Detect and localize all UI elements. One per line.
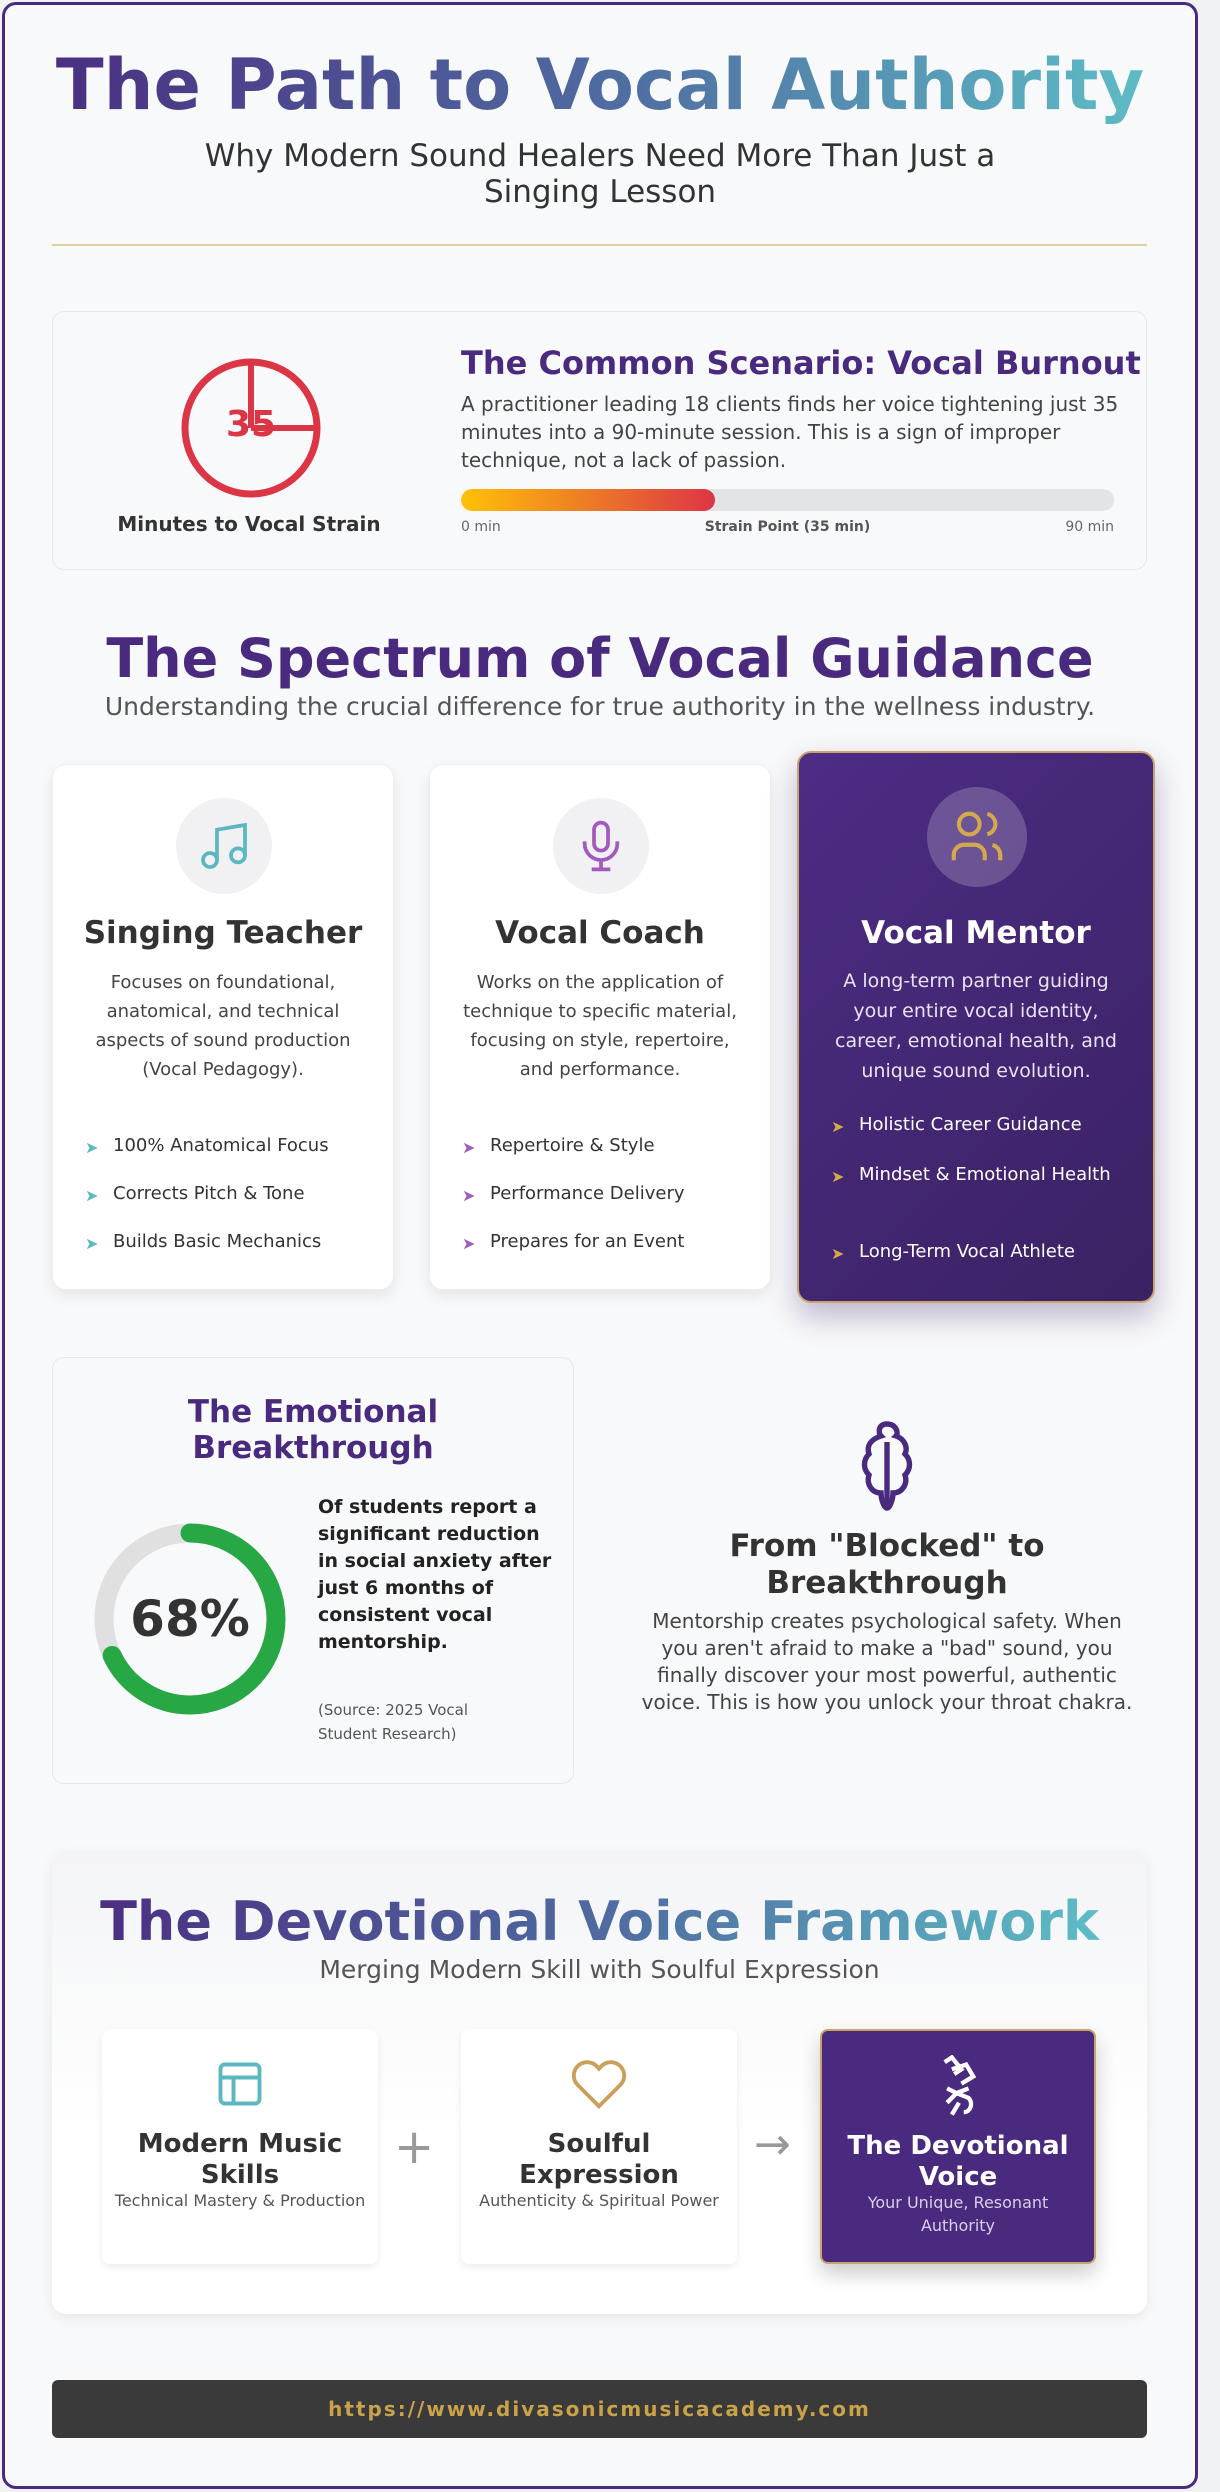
layout-icon	[218, 2062, 262, 2106]
card-vocal-coach: Vocal Coach Works on the application of …	[429, 764, 771, 1290]
divider	[52, 244, 1147, 246]
chevron-icon: ➤	[462, 1186, 476, 1205]
page-subtitle: Why Modern Sound Healers Need More Than …	[204, 138, 996, 210]
list-item: ➤ Repertoire & Style	[462, 1131, 750, 1161]
framework-title: The Devotional Voice Framework	[52, 1887, 1147, 1957]
donut-arc	[94, 1523, 286, 1715]
chevron-icon: ➤	[462, 1138, 476, 1157]
clock-label: Minutes to Vocal Strain	[117, 512, 381, 536]
box-title: The Devotional Voice	[847, 2131, 1069, 2192]
chevron-icon: ➤	[831, 1167, 845, 1186]
emotional-card: The Emotional Breakthrough 68% Of studen…	[52, 1357, 574, 1784]
box-title: Modern Music Skills	[137, 2129, 343, 2190]
arrow-right-icon: →	[754, 2119, 791, 2170]
percent-donut	[94, 1523, 286, 1715]
card-desc: Focuses on foundational, anatomical, and…	[95, 972, 351, 1080]
list-item: ➤ Performance Delivery	[462, 1179, 750, 1209]
card-title: Singing Teacher	[83, 915, 363, 951]
microphone-icon	[553, 798, 649, 894]
chevron-icon: ➤	[831, 1117, 845, 1136]
list-item: ➤ Corrects Pitch & Tone	[85, 1179, 373, 1209]
chevron-icon: ➤	[85, 1186, 99, 1205]
list-item: ➤ Builds Basic Mechanics	[85, 1227, 373, 1257]
emotional-title: The Emotional Breakthrough	[187, 1394, 439, 1466]
scenario-text: A practitioner leading 18 clients finds …	[461, 392, 1119, 472]
bar-end-label: 90 min	[1065, 519, 1114, 535]
breakthrough-text: Mentorship creates psychological safety.…	[641, 1609, 1133, 1714]
card-title: Vocal Coach	[495, 915, 705, 951]
heart-icon	[571, 2060, 627, 2109]
card-title: Vocal Mentor	[861, 915, 1091, 951]
bar-mid-label: Strain Point (35 min)	[704, 519, 871, 535]
scenario-title: The Common Scenario: Vocal Burnout	[461, 344, 1141, 382]
music-note-icon	[176, 798, 272, 894]
box-sub: Technical Mastery & Production	[114, 2191, 366, 2210]
hands-icon	[943, 2055, 977, 2116]
card-singing-teacher: Singing Teacher Focuses on foundational,…	[52, 764, 394, 1290]
percent-value: 68%	[130, 1590, 250, 1648]
box-sub: Your Unique, Resonant Authority	[867, 2193, 1049, 2235]
source-note: (Source: 2025 Vocal Student Research)	[318, 1701, 469, 1743]
bar-start-label: 0 min	[461, 519, 501, 535]
list-item: ➤ Prepares for an Event	[462, 1227, 750, 1257]
spectrum-title: The Spectrum of Vocal Guidance	[106, 627, 1094, 690]
page-title: The Path to Vocal Authority	[0, 40, 1200, 130]
card-vocal-mentor: Vocal Mentor A long-term partner guiding…	[797, 751, 1155, 1303]
burnout-card: 35 Minutes to Vocal Strain The Common Sc…	[52, 311, 1147, 570]
chevron-icon: ➤	[831, 1244, 845, 1263]
framework-box-soulful: Soulful Expression Authenticity & Spirit…	[461, 2029, 737, 2264]
breakthrough-title: From "Blocked" to Breakthrough	[729, 1528, 1045, 1601]
chevron-icon: ➤	[462, 1234, 476, 1253]
emotional-text: Of students report a significant reducti…	[318, 1496, 552, 1653]
framework-box-modern-skills: Modern Music Skills Technical Mastery & …	[102, 2029, 378, 2264]
chevron-icon: ➤	[85, 1234, 99, 1253]
list-item: ➤ Holistic Career Guidance	[831, 1110, 1133, 1140]
box-title: Soulful Expression	[519, 2129, 679, 2190]
users-icon	[927, 787, 1027, 887]
footer-url-link[interactable]: https://www.divasonicmusicacademy.com	[52, 2380, 1147, 2438]
list-item: ➤ 100% Anatomical Focus	[85, 1131, 373, 1161]
list-item: ➤ Long-Term Vocal Athlete	[831, 1237, 1133, 1267]
strain-progress-bar	[461, 489, 1114, 511]
chevron-icon: ➤	[85, 1138, 99, 1157]
strain-progress-fill	[461, 489, 716, 511]
plus-icon: +	[394, 2119, 435, 2175]
clock-value: 35	[225, 404, 277, 445]
framework-subtitle: Merging Modern Skill with Soulful Expres…	[319, 1955, 880, 1984]
card-desc: A long-term partner guiding your entire …	[835, 970, 1117, 1082]
box-sub: Authenticity & Spiritual Power	[479, 2191, 719, 2210]
clock-icon	[181, 358, 321, 498]
card-desc: Works on the application of technique to…	[463, 972, 737, 1080]
list-item: ➤ Mindset & Emotional Health	[831, 1160, 1133, 1190]
throat-chakra-icon	[861, 1421, 913, 1511]
framework-box-devotional-voice: The Devotional Voice Your Unique, Resona…	[820, 2029, 1096, 2264]
framework-section: The Devotional Voice Framework Merging M…	[52, 1851, 1147, 2314]
spectrum-subtitle: Understanding the crucial difference for…	[104, 692, 1096, 721]
